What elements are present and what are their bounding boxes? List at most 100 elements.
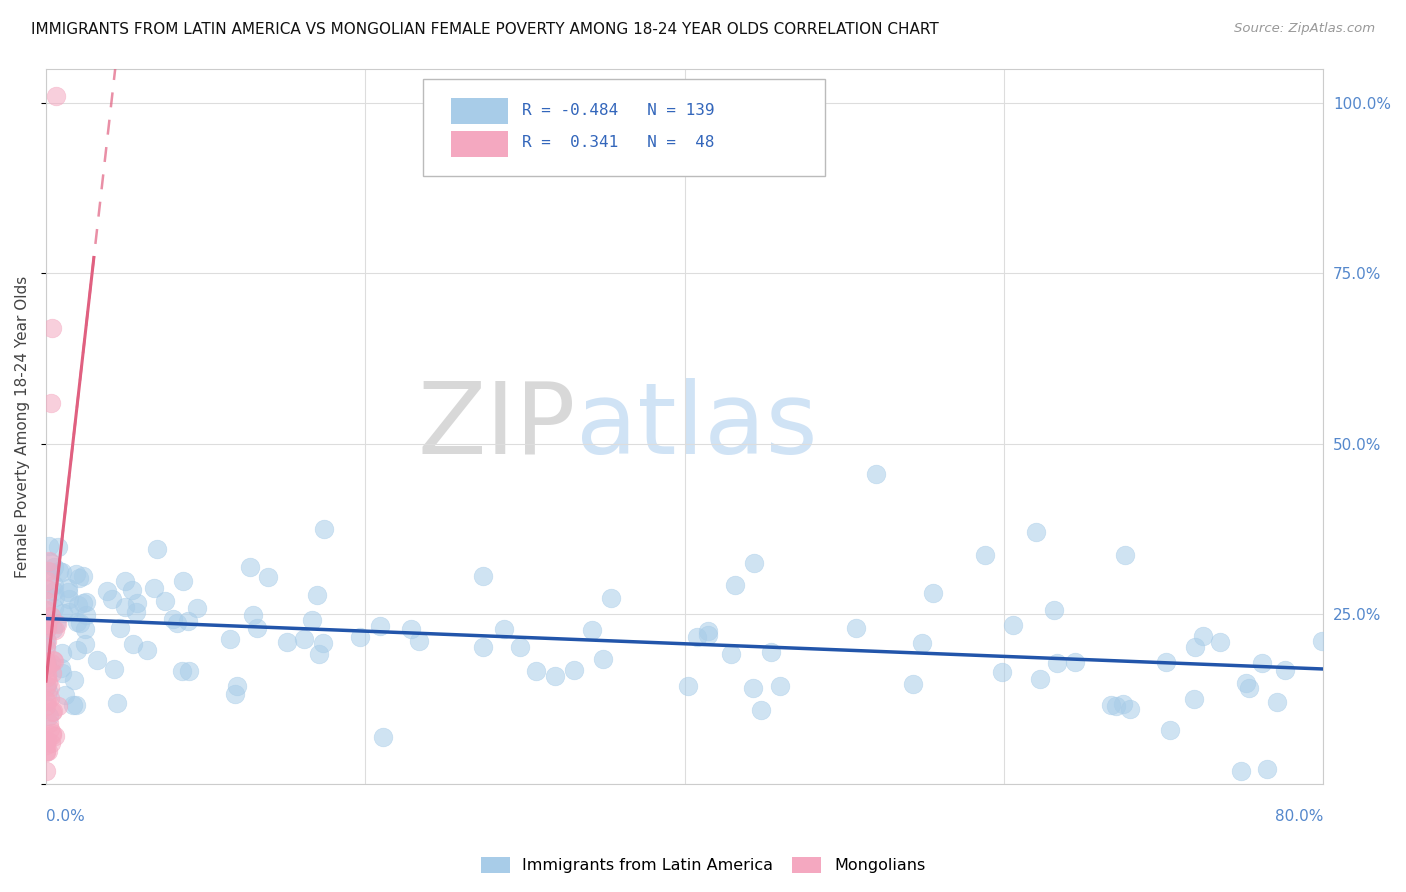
Point xyxy=(37,674,59,689)
Point xyxy=(146,541,169,556)
Point xyxy=(35,764,58,778)
Point xyxy=(42,704,65,718)
Point xyxy=(172,664,194,678)
Point xyxy=(35,666,58,681)
Point xyxy=(35,638,58,652)
Point xyxy=(67,572,90,586)
Point xyxy=(35,694,58,708)
Point xyxy=(749,703,772,717)
Point xyxy=(51,660,73,674)
Point xyxy=(1001,618,1024,632)
Point xyxy=(1112,697,1135,711)
Point xyxy=(51,666,73,681)
Point xyxy=(75,595,97,609)
Point xyxy=(73,637,96,651)
Point xyxy=(121,582,143,597)
Point xyxy=(58,606,80,620)
Text: 80.0%: 80.0% xyxy=(1275,810,1323,824)
Point xyxy=(225,679,247,693)
Point xyxy=(35,657,58,671)
Bar xyxy=(451,98,509,124)
Point xyxy=(37,565,59,579)
Point xyxy=(592,652,614,666)
Point xyxy=(544,669,567,683)
Point xyxy=(143,581,166,595)
Point xyxy=(1234,676,1257,690)
Point xyxy=(368,619,391,633)
Point xyxy=(581,624,603,638)
Point xyxy=(1156,656,1178,670)
Point xyxy=(257,569,280,583)
Point xyxy=(922,586,945,600)
Point xyxy=(58,581,80,595)
Point xyxy=(399,623,422,637)
Point xyxy=(1209,635,1232,649)
Point xyxy=(46,540,69,554)
Point xyxy=(39,395,62,409)
Point xyxy=(38,716,60,731)
Point xyxy=(37,622,59,636)
Point xyxy=(177,614,200,628)
Point xyxy=(86,653,108,667)
Point xyxy=(37,661,59,675)
Point xyxy=(39,690,62,705)
Point xyxy=(990,665,1012,679)
Point xyxy=(865,467,887,482)
Point xyxy=(39,608,62,623)
Point xyxy=(35,694,58,708)
Point xyxy=(294,632,316,646)
Point xyxy=(314,522,336,536)
Point xyxy=(349,630,371,644)
Point xyxy=(41,320,63,334)
Point xyxy=(166,616,188,631)
Point xyxy=(41,728,63,742)
Point xyxy=(45,88,67,103)
Point xyxy=(471,569,494,583)
Point xyxy=(769,679,792,693)
Point xyxy=(1119,702,1142,716)
Point xyxy=(307,588,329,602)
Point xyxy=(35,680,58,694)
Point xyxy=(35,582,58,597)
Point xyxy=(301,613,323,627)
Point xyxy=(62,698,84,712)
Point xyxy=(37,744,59,758)
Point xyxy=(35,603,58,617)
Point xyxy=(46,698,69,713)
Point xyxy=(186,601,208,615)
Point xyxy=(901,677,924,691)
Point xyxy=(35,745,58,759)
Point xyxy=(1159,723,1181,737)
Point xyxy=(41,726,63,740)
Point xyxy=(312,635,335,649)
Point xyxy=(96,584,118,599)
Text: ZIP: ZIP xyxy=(418,378,576,475)
Point xyxy=(224,688,246,702)
Point xyxy=(42,653,65,667)
Point xyxy=(35,739,58,753)
Point xyxy=(48,564,70,578)
Point xyxy=(1192,628,1215,642)
Point xyxy=(172,574,194,589)
Point xyxy=(72,569,94,583)
Point xyxy=(58,591,80,606)
Point xyxy=(37,684,59,698)
Point xyxy=(35,744,58,758)
Point xyxy=(162,612,184,626)
Point xyxy=(35,633,58,648)
Point xyxy=(73,622,96,636)
Point xyxy=(742,681,765,695)
Point xyxy=(1184,640,1206,654)
Point xyxy=(44,624,66,638)
Point xyxy=(155,593,177,607)
Point xyxy=(1105,698,1128,713)
Point xyxy=(52,607,75,621)
Point xyxy=(65,567,87,582)
Point xyxy=(105,696,128,710)
Legend: Immigrants from Latin America, Mongolians: Immigrants from Latin America, Mongolian… xyxy=(474,850,932,880)
Point xyxy=(66,643,89,657)
Point xyxy=(42,584,65,599)
Point xyxy=(41,666,63,681)
Point xyxy=(35,670,58,684)
Point xyxy=(35,658,58,673)
